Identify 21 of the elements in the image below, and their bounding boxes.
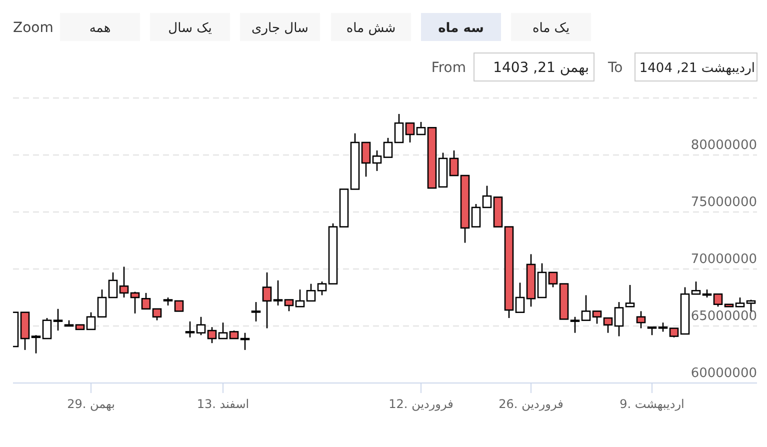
text: To bbox=[607, 60, 623, 76]
text: From bbox=[431, 60, 466, 76]
y-tick-label: 70000000 bbox=[690, 252, 757, 267]
text: یک ماه bbox=[532, 21, 570, 36]
text: بهمن 21, 1403 bbox=[493, 60, 589, 76]
x-tick-label: 13. اسفند bbox=[196, 397, 250, 411]
y-tick-label: 60000000 bbox=[690, 366, 757, 381]
x-tick-label: 29. بهمن bbox=[67, 397, 115, 411]
y-tick-label: 65000000 bbox=[690, 309, 757, 324]
x-tick-label: 9. اردیبهشت bbox=[620, 397, 684, 411]
text: سه ماه bbox=[438, 21, 484, 36]
x-tick-label: 12. فروردین bbox=[388, 397, 454, 411]
text: اردیبهشت 21, 1404 bbox=[639, 61, 755, 76]
text: همه bbox=[89, 21, 111, 36]
y-tick-label: 80000000 bbox=[690, 138, 757, 153]
text: سال جاری bbox=[252, 21, 308, 36]
text: یک سال bbox=[168, 21, 212, 36]
text: Zoom bbox=[13, 20, 54, 36]
x-tick-label: 26. فروردین bbox=[498, 397, 564, 411]
text: شش ماه bbox=[346, 21, 396, 36]
y-tick-label: 75000000 bbox=[690, 195, 757, 210]
